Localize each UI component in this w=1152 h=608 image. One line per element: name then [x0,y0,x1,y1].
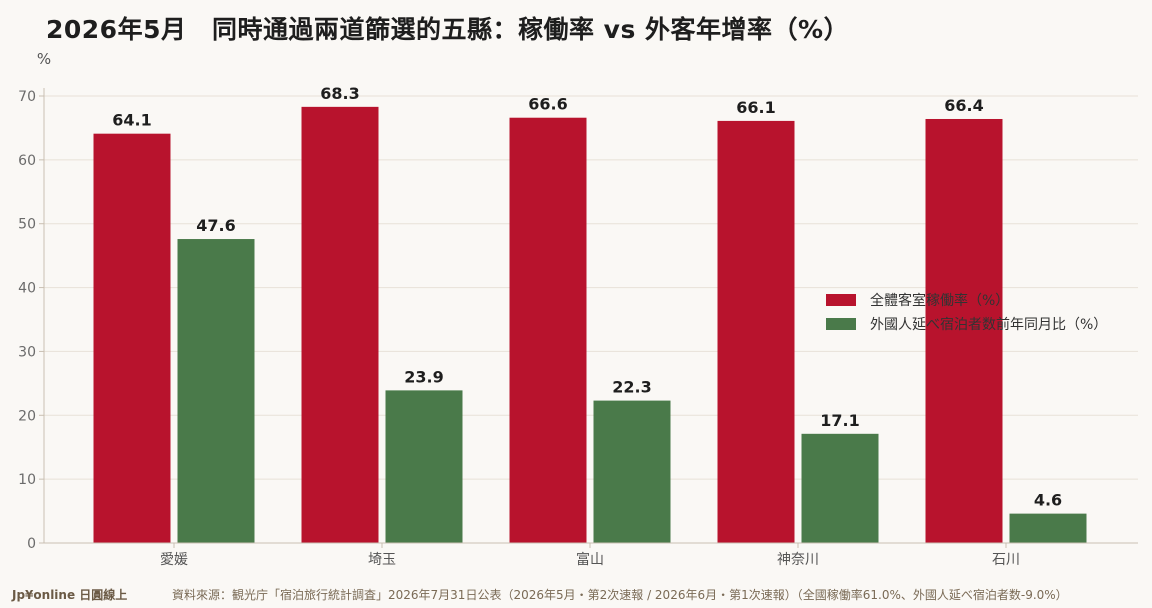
y-tick-label-0: 0 [27,536,36,552]
data-label-s2-1: 23.9 [404,367,443,386]
y-tick-label-1: 10 [18,472,36,488]
y-tick-label-4: 40 [18,281,36,297]
y-tick-label-7: 70 [18,89,36,105]
data-label-s2-0: 47.6 [196,216,235,235]
data-label-s1-2: 66.6 [528,95,567,114]
y-axis-label: % [37,50,51,68]
y-axis-ticks: 0 10 20 30 40 50 60 70 [18,89,44,552]
data-label-s2-4: 4.6 [1034,491,1062,510]
data-label-s1-1: 68.3 [320,84,359,103]
bar-s2-0 [177,239,255,544]
data-label-s2-2: 22.3 [612,378,651,397]
y-tick-label-6: 60 [18,153,36,169]
data-label-s1-4: 66.4 [944,96,983,115]
data-label-s1-3: 66.1 [736,98,775,117]
chart-title: 2026年5月 同時通過兩道篩選的五縣：稼働率 vs 外客年增率（%） [46,15,850,44]
bar-s1-4 [925,118,1003,543]
footer-brand: Jp¥online 日圓線上 [12,588,128,602]
bar-s2-3 [801,433,879,543]
legend-swatch-1 [826,294,856,306]
bar-s2-4 [1009,513,1087,543]
legend: 全體客室稼働率（%） 外國人延べ宿泊者数前年同月比（%） [826,292,1107,333]
y-tick-label-2: 20 [18,408,36,424]
bars [93,106,1087,544]
bar-s1-0 [93,133,171,543]
bar-s1-3 [717,120,795,543]
legend-label-1: 全體客室稼働率（%） [870,292,1009,309]
x-axis-ticks: 愛媛 埼玉 富山 神奈川 石川 [160,543,1020,568]
x-tick-label-2: 富山 [576,551,604,568]
legend-label-2: 外國人延べ宿泊者数前年同月比（%） [870,316,1107,333]
data-labels: 64.1 47.6 68.3 23.9 66.6 22.3 66.1 17.1 66.4 4.6 [112,84,1062,510]
y-tick-label-3: 30 [18,344,36,360]
legend-swatch-2 [826,318,856,330]
data-label-s2-3: 17.1 [820,411,859,430]
x-tick-label-3: 神奈川 [777,552,819,568]
data-label-s1-0: 64.1 [112,111,151,130]
bar-s1-1 [301,106,379,543]
bar-s1-2 [509,117,587,543]
bar-s2-2 [593,400,671,543]
footer-source: 資料來源：観光庁「宿泊旅行統計調査」2026年7月31日公表（2026年5月・第… [172,588,1068,602]
y-tick-label-5: 50 [18,217,36,233]
x-tick-label-4: 石川 [992,552,1020,568]
bar-s2-1 [385,390,463,543]
x-tick-label-0: 愛媛 [160,552,188,568]
x-tick-label-1: 埼玉 [368,552,396,568]
